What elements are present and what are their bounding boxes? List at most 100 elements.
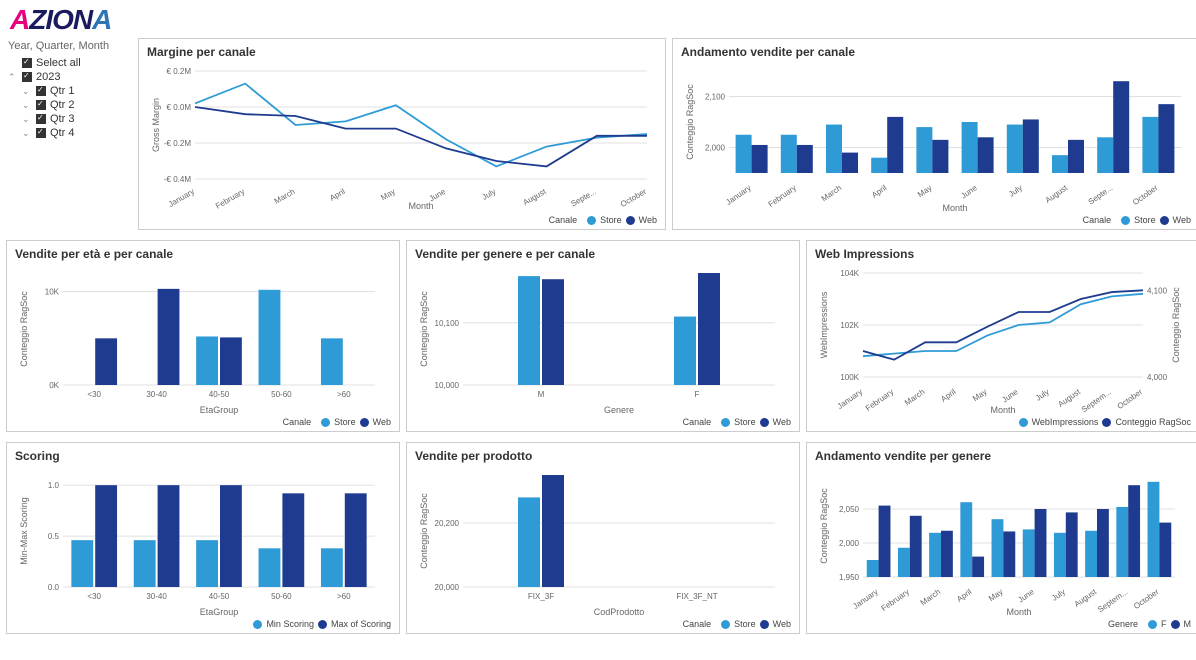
legend-margine: Canale Store Web (147, 215, 657, 225)
svg-text:February: February (214, 187, 246, 211)
chart-vendite-prodotto: 20,000 20,200 FIX_3F FIX_3F_NT Conteggio Rag… (415, 467, 785, 617)
svg-text:<30: <30 (87, 592, 101, 601)
svg-text:Month: Month (990, 405, 1015, 415)
svg-text:May: May (971, 387, 989, 403)
chevron-down-icon: ⌄ (22, 114, 32, 125)
svg-text:-€ 0.4M: -€ 0.4M (164, 175, 191, 184)
svg-text:October: October (1131, 183, 1160, 207)
svg-text:October: October (1116, 387, 1145, 411)
svg-text:40-50: 40-50 (209, 592, 230, 601)
svg-text:€ 0.2M: € 0.2M (167, 67, 192, 76)
svg-text:Month: Month (942, 203, 967, 213)
svg-text:10,000: 10,000 (435, 381, 460, 390)
svg-text:August: August (1073, 587, 1099, 609)
svg-text:10,100: 10,100 (435, 319, 460, 328)
svg-text:January: January (851, 587, 879, 611)
svg-text:50-60: 50-60 (271, 592, 292, 601)
svg-text:February: February (864, 387, 895, 413)
filter-quarter[interactable]: ⌄Qtr 1 (8, 84, 132, 98)
checkbox-icon (36, 114, 46, 124)
svg-text:June: June (959, 183, 979, 201)
card-title: Margine per canale (147, 45, 657, 59)
checkbox-icon (22, 58, 32, 68)
svg-text:January: January (167, 187, 196, 209)
svg-text:4,000: 4,000 (1147, 373, 1168, 382)
svg-text:June: June (1016, 587, 1036, 605)
svg-text:102K: 102K (840, 321, 859, 330)
card-web-impressions: Web Impressions 100K102K104K4,0004,100Ja… (806, 240, 1196, 432)
filter-quarter[interactable]: ⌄Qtr 4 (8, 126, 132, 140)
svg-text:Gross Margin: Gross Margin (151, 98, 161, 152)
chevron-down-icon: ⌄ (22, 128, 32, 139)
svg-text:April: April (939, 387, 957, 404)
svg-text:EtaGroup: EtaGroup (200, 405, 239, 415)
svg-text:March: March (903, 387, 926, 407)
card-vendite-prodotto: Vendite per prodotto 20,00020,200FIX_3FF… (406, 442, 800, 634)
checkbox-icon (36, 100, 46, 110)
svg-text:April: April (328, 187, 347, 203)
svg-text:1,950: 1,950 (839, 573, 860, 582)
svg-text:Septe...: Septe... (569, 187, 597, 209)
filter-quarter[interactable]: ⌄Qtr 2 (8, 98, 132, 112)
svg-text:August: August (521, 187, 548, 208)
svg-text:August: August (1056, 387, 1082, 409)
card-vendite-eta: Vendite per età e per canale 0K10K<3030-… (6, 240, 400, 432)
chart-scoring: 0.00.51.0<3030-4040-5050-60>60Min-Max Sc… (15, 467, 385, 617)
filter-year[interactable]: ⌃ 2023 (8, 70, 132, 84)
svg-text:April: April (870, 183, 888, 200)
svg-text:January: January (836, 387, 864, 411)
svg-text:July: July (1034, 387, 1051, 403)
chart-vendite-eta: 0K10K<3030-4040-5050-60>60Conteggio RagS… (15, 265, 385, 415)
svg-text:October: October (1132, 587, 1161, 611)
svg-text:Septe...: Septe... (1087, 183, 1115, 206)
svg-text:2,000: 2,000 (705, 144, 726, 153)
filter-quarter[interactable]: ⌄Qtr 3 (8, 112, 132, 126)
svg-text:Month: Month (408, 201, 433, 211)
svg-text:July: July (481, 187, 498, 202)
svg-text:February: February (880, 587, 911, 613)
svg-text:April: April (955, 587, 973, 604)
svg-text:0.5: 0.5 (48, 532, 60, 541)
svg-text:Septem...: Septem... (1096, 587, 1129, 614)
card-vendite-genere: Vendite per genere e per canale 10,00010… (406, 240, 800, 432)
svg-text:FIX_3F: FIX_3F (528, 592, 554, 601)
svg-text:May: May (379, 187, 397, 202)
svg-text:>60: >60 (337, 390, 351, 399)
brand-logo: AZIONA (0, 0, 1196, 38)
svg-text:20,000: 20,000 (435, 583, 460, 592)
svg-text:50-60: 50-60 (271, 390, 292, 399)
chart-web-impressions: 100K102K104K4,0004,100JanuaryFebruaryMar… (815, 265, 1185, 415)
svg-text:Conteggio RagSoc: Conteggio RagSoc (685, 84, 695, 160)
svg-text:2,000: 2,000 (839, 539, 860, 548)
svg-text:Conteggio RagSoc: Conteggio RagSoc (419, 493, 429, 569)
chart-margine: -€ 0.4M -€ 0.2M € 0.0M € 0.2M January Februar… (147, 63, 657, 213)
legend-andamento: Canale Store Web (681, 215, 1191, 225)
svg-text:EtaGroup: EtaGroup (200, 607, 239, 617)
svg-text:1.0: 1.0 (48, 481, 60, 490)
svg-text:0.0: 0.0 (48, 583, 60, 592)
svg-text:10K: 10K (45, 288, 60, 297)
svg-text:M: M (538, 390, 545, 399)
chart-vendite-genere: 10,00010,100MFConteggio RagSocGenere (415, 265, 785, 415)
filter-pane: Year, Quarter, Month Select all ⌃ 2023 ⌄… (6, 38, 134, 230)
svg-text:-€ 0.2M: -€ 0.2M (164, 139, 191, 148)
svg-text:Min-Max Scoring: Min-Max Scoring (19, 497, 29, 565)
svg-text:Conteggio RagSoc: Conteggio RagSoc (1171, 287, 1181, 363)
filter-select-all[interactable]: Select all (8, 56, 132, 70)
checkbox-icon (36, 86, 46, 96)
svg-text:20,200: 20,200 (435, 519, 460, 528)
svg-text:FIX_3F_NT: FIX_3F_NT (676, 592, 717, 601)
svg-text:October: October (619, 187, 648, 209)
svg-text:June: June (1000, 387, 1020, 405)
svg-text:€ 0.0M: € 0.0M (167, 103, 192, 112)
svg-text:0K: 0K (49, 381, 59, 390)
svg-text:July: July (1050, 587, 1067, 603)
card-andamento-genere: Andamento vendite per genere 1,9502,0002… (806, 442, 1196, 634)
svg-text:July: July (1007, 183, 1024, 199)
svg-text:March: March (273, 187, 297, 206)
chart-andamento-canale: 2,0002,100JanuaryFebruaryMarchAprilMayJu… (681, 63, 1191, 213)
svg-text:F: F (695, 390, 700, 399)
svg-text:30-40: 30-40 (146, 592, 167, 601)
svg-text:Genere: Genere (604, 405, 634, 415)
chevron-up-icon: ⌃ (8, 72, 18, 83)
